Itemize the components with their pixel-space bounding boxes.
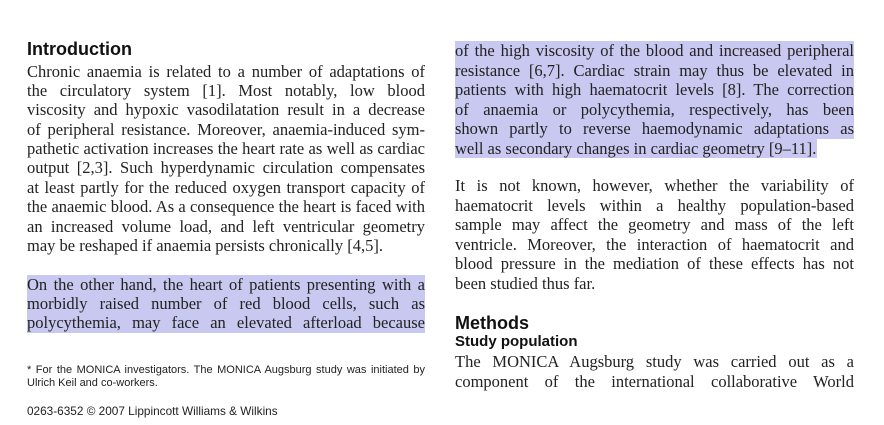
selected-text-line-wrapper: well as secondary changes in cardiac geo… [455,138,854,158]
introduction-paragraph: Chronic anaemia is related to a number o… [27,62,425,256]
paragraph-line: Chronic anaemia is related to a number o… [27,61,425,81]
selected-text-line: On the other hand, the heart of patients… [27,274,425,294]
selected-text-line: shown partly to reverse haemodynamic ada… [455,119,854,139]
selected-text-line: patients with high haematocrit levels [8… [455,80,854,100]
copyright-line: 0263-6352 © 2007 Lippincott Williams & W… [27,404,278,418]
footnote: * For the MONICA investigators. The MONI… [27,364,425,390]
paragraph-line: blood pressure in the mediation of these… [455,254,854,274]
study-population-heading: Study population [455,333,578,350]
paragraph-line: pathetic activation increases the heart … [27,139,425,159]
paragraph-line: of peripheral resistance. Moreover, anae… [27,119,425,139]
paragraph-line: The MONICA Augsburg study was carried ou… [455,352,854,372]
paragraph-line: an increased volume load, and left ventr… [27,216,425,236]
left-column: Introduction Chronic anaemia is related … [27,0,425,425]
paragraph-line: the anaemic blood. As a consequence the … [27,197,425,217]
selected-text-line: resistance [6,7]. Cardiac strain may thu… [455,60,854,80]
paragraph: It is not known, however, whether the va… [455,176,854,293]
selected-text-line: of anaemia or polycythemia, respectively… [455,99,854,119]
paragraph-line: viscosity and hypoxic vasodilatation res… [27,100,425,120]
methods-heading: Methods [455,313,529,333]
paragraph-line: at least partly for the reduced oxygen t… [27,177,425,197]
selected-text-line: polycythemia, may face an elevated after… [27,313,425,333]
methods-paragraph: The MONICA Augsburg study was carried ou… [455,352,854,391]
paragraph-line: been studied thus far. [455,273,596,293]
paragraph-line: the circulatory system [1]. Most notably… [27,80,425,100]
paragraph-line: It is not known, however, whether the va… [455,176,854,196]
introduction-heading: Introduction [27,39,132,59]
selected-text-line: of the high viscosity of the blood and i… [455,41,854,61]
footnote-line: * For the MONICA investigators. The MONI… [27,363,425,376]
paragraph-line: haematocrit levels within a healthy popu… [455,195,854,215]
paragraph-line: may be reshaped if anaemia persists chro… [27,236,383,256]
paragraph-line: sample may affect the geometry and mass … [455,215,854,235]
footnote-line: Ulrich Keil and co-workers. [27,376,158,389]
selected-text-line: well as secondary changes in cardiac geo… [455,138,818,158]
right-column: of the high viscosity of the blood and i… [455,0,854,425]
paragraph-line: output [2,3]. Such hyperdynamic circulat… [27,158,425,178]
selected-paragraph-continued: of the high viscosity of the blood and i… [455,41,854,158]
selected-text-line: morbidly raised number of red blood cell… [27,293,425,314]
paragraph-line: ventricle. Moreover, the interaction of … [455,234,854,254]
selected-paragraph: On the other hand, the heart of patients… [27,274,425,333]
paragraph-line: component of the international collabora… [455,371,854,391]
